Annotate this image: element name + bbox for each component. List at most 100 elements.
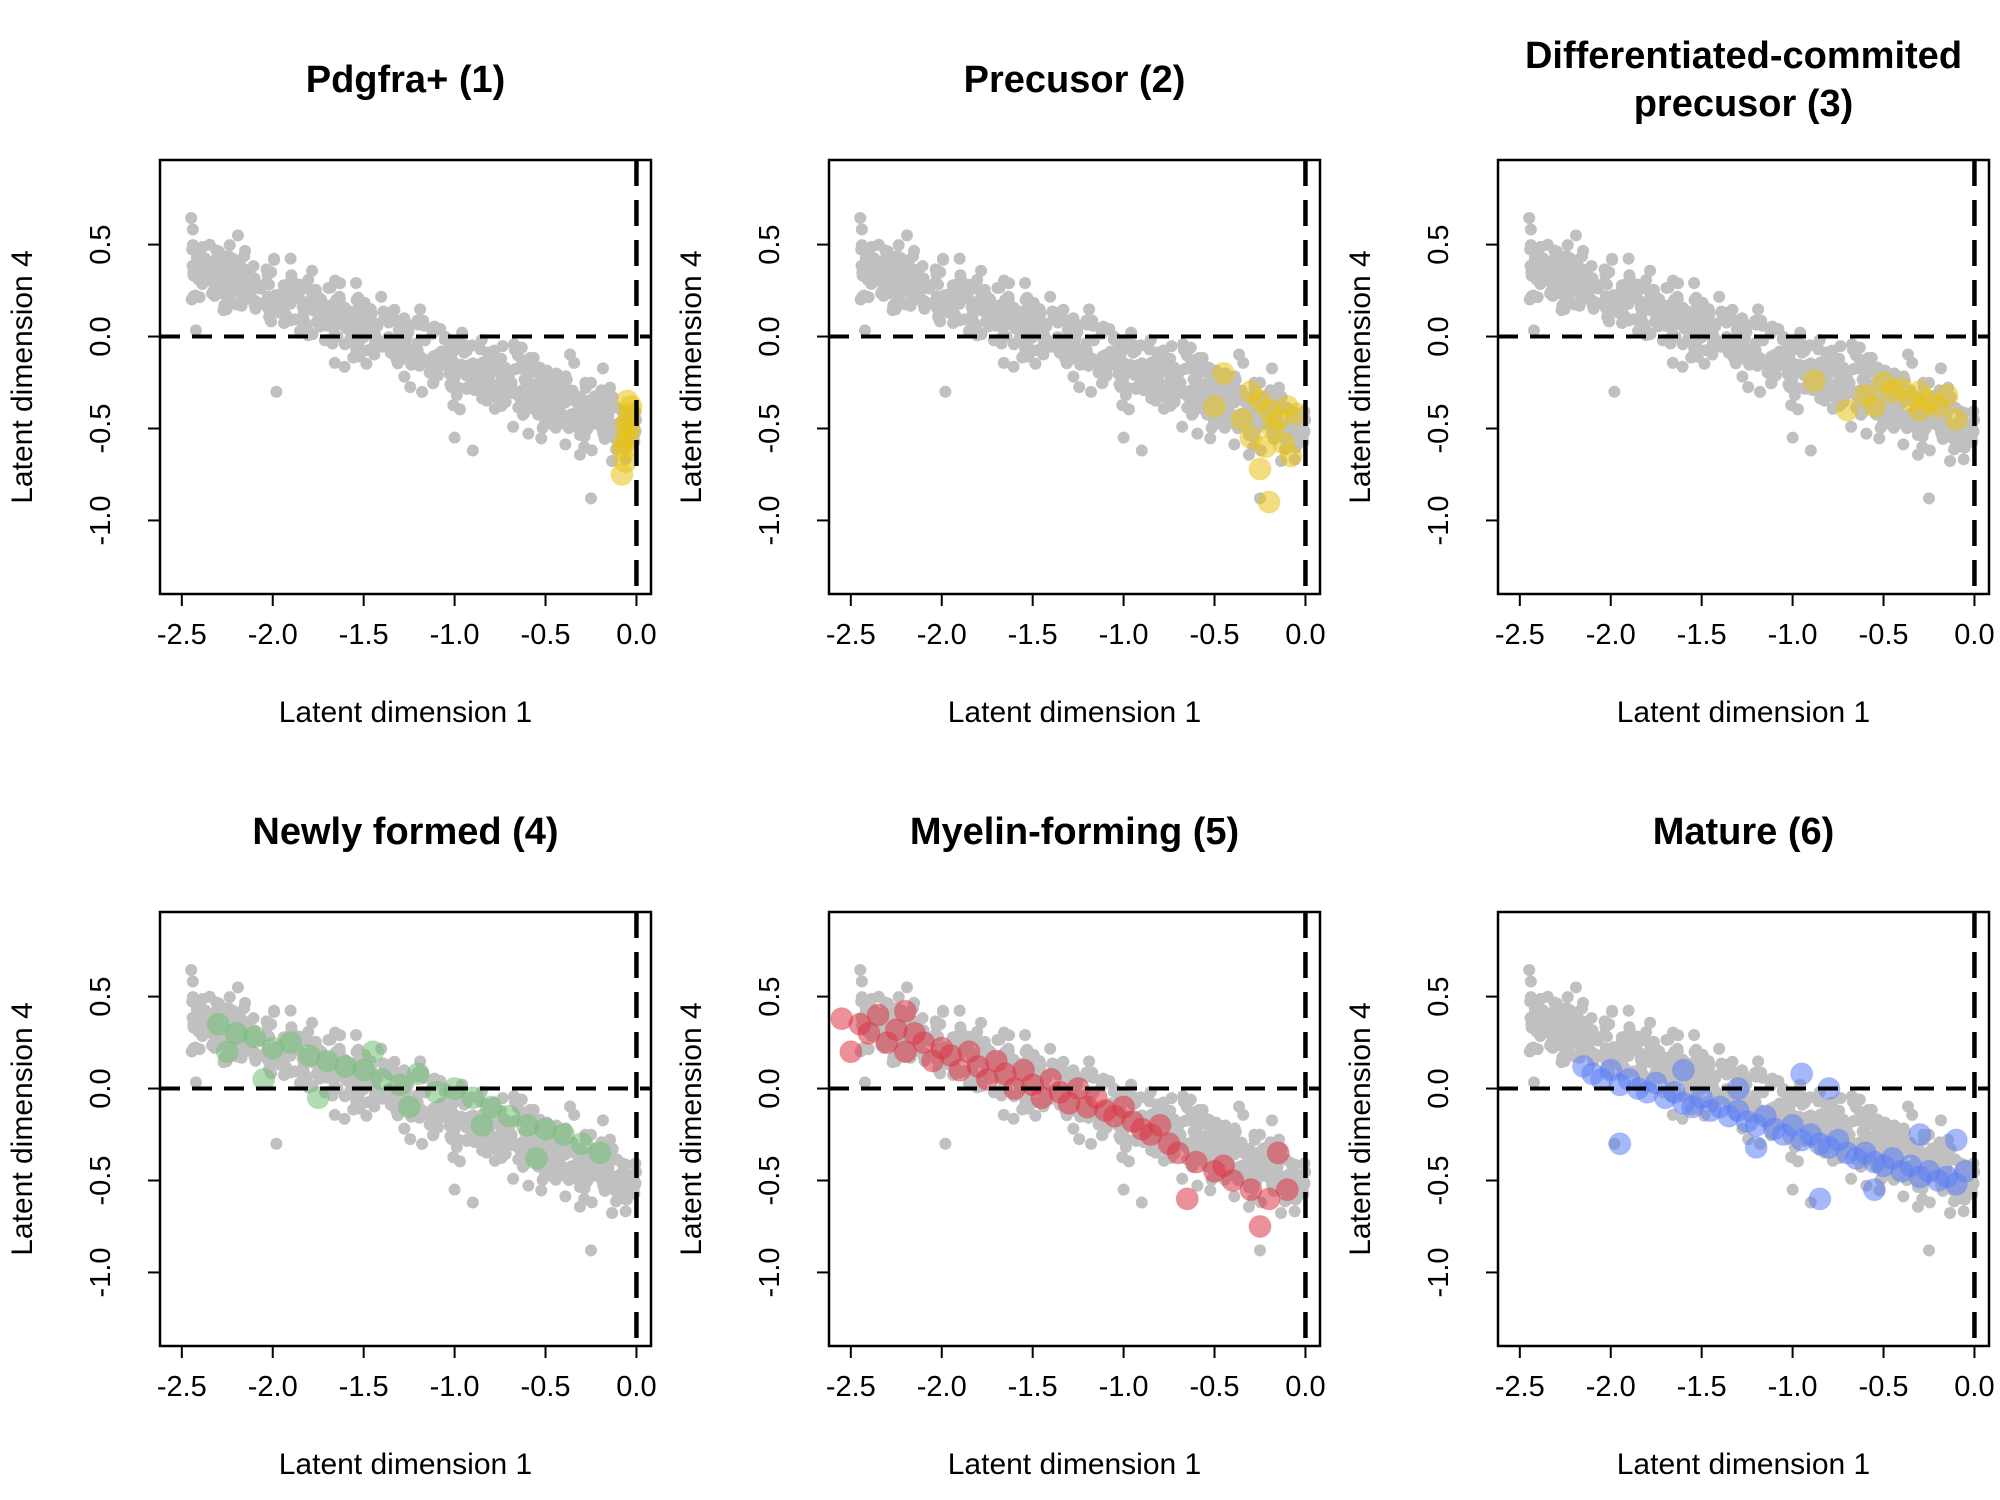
background-point — [1523, 963, 1536, 976]
highlight-point — [552, 1123, 576, 1147]
background-point — [192, 273, 205, 286]
background-point — [1002, 290, 1015, 303]
background-point — [1688, 1028, 1701, 1041]
background-point — [1117, 1183, 1130, 1196]
background-point — [338, 360, 351, 373]
background-point — [1073, 1133, 1086, 1146]
panel-5: Myelin-forming (5) -2.5 -2.0 -1.5 -1.0 -0.5 0.… — [675, 811, 1326, 1481]
background-point — [1637, 316, 1650, 329]
background-point — [1110, 351, 1123, 364]
y-axis-label: Latent dimension 4 — [1344, 1002, 1377, 1256]
background-point — [196, 264, 209, 277]
background-point — [1082, 359, 1095, 372]
background-point — [239, 996, 252, 1009]
background-point — [1046, 305, 1059, 318]
x-tick-label: -1.0 — [430, 619, 480, 651]
background-point — [1933, 1136, 1946, 1149]
background-point — [1688, 276, 1701, 289]
background-point — [1194, 378, 1207, 391]
background-point — [391, 350, 404, 363]
background-point — [185, 1045, 198, 1058]
background-point — [333, 1042, 346, 1055]
background-point — [1803, 339, 1816, 352]
background-point — [596, 1114, 609, 1127]
background-point — [580, 408, 593, 421]
background-point — [1265, 1114, 1278, 1127]
background-point — [536, 421, 549, 434]
background-point — [1181, 401, 1194, 414]
background-point — [1019, 1028, 1032, 1041]
highlight-points — [1203, 361, 1308, 514]
background-point — [1563, 1032, 1576, 1045]
background-point — [1097, 350, 1110, 363]
background-points — [1523, 963, 1981, 1257]
y-tick-label: -0.5 — [1423, 403, 1455, 453]
background-points — [1523, 211, 1981, 505]
background-point — [1248, 1133, 1261, 1146]
background-point — [377, 305, 390, 318]
background-point — [1180, 349, 1193, 362]
background-point — [189, 1076, 202, 1089]
background-point — [978, 1035, 991, 1048]
background-point — [1957, 453, 1970, 466]
background-point — [1222, 1142, 1235, 1155]
panel-title: Myelin-forming (5) — [910, 811, 1239, 853]
panel-title: Pdgfra+ (1) — [306, 59, 506, 101]
background-point — [1037, 337, 1050, 350]
background-point — [584, 1244, 597, 1257]
background-point — [1176, 338, 1189, 351]
background-point — [185, 963, 198, 976]
background-point — [1786, 339, 1799, 352]
background-point — [1007, 1112, 1020, 1125]
background-point — [1117, 339, 1130, 352]
background-point — [1237, 356, 1250, 369]
background-point — [499, 1147, 512, 1160]
background-point — [447, 1151, 460, 1164]
background-point — [466, 1196, 479, 1209]
background-point — [1044, 290, 1057, 303]
background-point — [223, 991, 236, 1004]
background-point — [1029, 1109, 1042, 1122]
background-point — [1288, 1205, 1301, 1218]
background-point — [1897, 438, 1910, 451]
background-point — [1715, 1057, 1728, 1070]
background-point — [568, 394, 581, 407]
background-point — [1242, 448, 1255, 461]
background-point — [507, 338, 520, 351]
background-point — [953, 252, 966, 265]
background-point — [1564, 252, 1577, 265]
background-point — [901, 269, 914, 282]
highlight-point — [1266, 1141, 1290, 1165]
highlight-point — [1203, 394, 1227, 418]
background-point — [450, 1141, 463, 1154]
background-point — [1168, 395, 1181, 408]
background-point — [599, 1161, 612, 1174]
background-point — [1659, 319, 1672, 332]
highlight-point — [570, 1132, 594, 1156]
background-point — [1130, 382, 1143, 395]
background-point — [586, 393, 599, 406]
background-point — [1029, 357, 1042, 370]
background-point — [1067, 1122, 1080, 1135]
background-point — [895, 252, 908, 265]
background-point — [1134, 339, 1147, 352]
background-point — [450, 389, 463, 402]
background-point — [1560, 265, 1573, 278]
background-point — [1672, 277, 1685, 290]
background-point — [1603, 1018, 1616, 1031]
background-point — [1911, 428, 1924, 441]
background-point — [203, 238, 216, 251]
background-point — [1845, 1090, 1858, 1103]
background-point — [1786, 431, 1799, 444]
background-point — [522, 1179, 535, 1192]
y-axis-label: Latent dimension 4 — [6, 1002, 39, 1256]
highlight-point — [1279, 444, 1303, 468]
background-point — [1195, 1113, 1208, 1126]
background-point — [1934, 362, 1947, 375]
background-point — [1180, 1101, 1193, 1114]
background-point — [1628, 1043, 1641, 1056]
background-point — [1605, 252, 1618, 265]
background-point — [1545, 1020, 1558, 1033]
background-point — [568, 356, 581, 369]
background-point — [476, 392, 489, 405]
